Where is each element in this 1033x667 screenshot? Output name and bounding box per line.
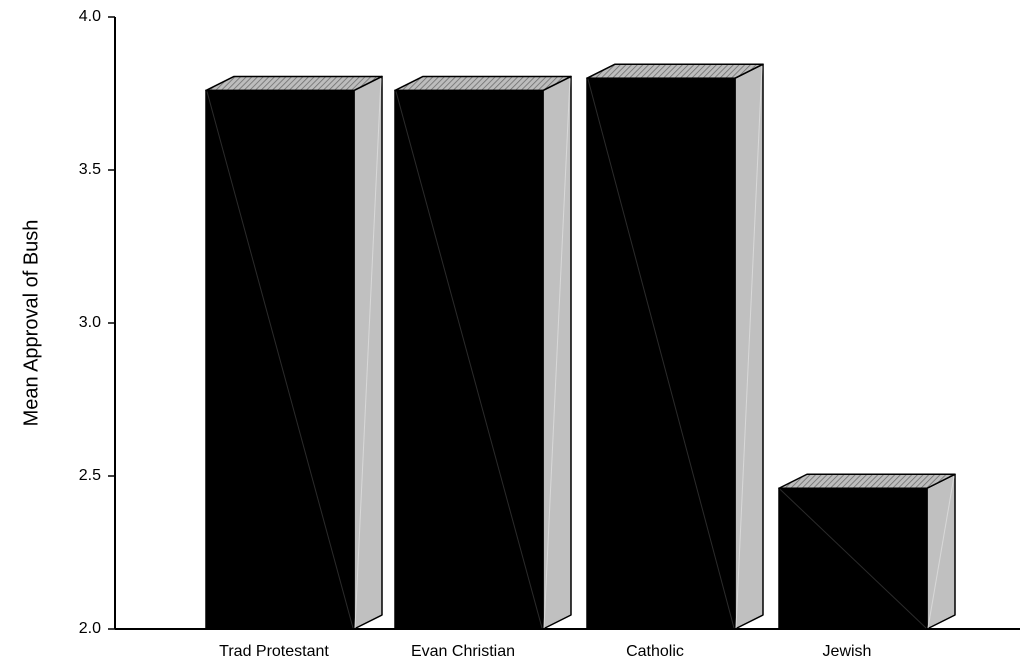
bar-side-diagonal [927, 476, 955, 629]
x-tick-label: Evan Christian [411, 643, 515, 660]
bar-evan-christian [394, 75, 572, 630]
x-tick-label: Catholic [626, 643, 684, 660]
bar-top-face [586, 63, 764, 79]
y-tick-label: 2.0 [79, 620, 101, 637]
x-tick-label: Trad Protestant [219, 643, 329, 660]
y-ticks: 2.0 2.5 3.0 3.5 4.0 [79, 8, 115, 637]
bar-top-face [205, 75, 383, 92]
y-tick-label: 3.0 [79, 314, 101, 331]
bar-trad-protestant [205, 75, 383, 630]
bar-jewish [778, 473, 956, 630]
x-tick-label: Jewish [823, 643, 872, 660]
bar-diagonal [395, 91, 543, 629]
y-tick-label: 3.5 [79, 161, 101, 178]
bar-side-diagonal [735, 66, 763, 629]
bars [205, 63, 956, 630]
bar-side-diagonal [543, 78, 571, 629]
bar-top-face [394, 75, 572, 92]
y-tick-label: 4.0 [79, 8, 101, 25]
bar-side-diagonal [354, 78, 382, 629]
y-tick-label: 2.5 [79, 467, 101, 484]
bar-catholic [586, 63, 764, 630]
bar-diagonal [779, 488, 927, 629]
y-axis-label: Mean Approval of Bush [20, 220, 42, 427]
bar-diagonal [587, 79, 735, 629]
bar-diagonal [206, 91, 354, 629]
x-tick-labels: Trad Protestant Evan Christian Catholic Jew… [219, 643, 871, 660]
bar-top-face [778, 473, 956, 489]
